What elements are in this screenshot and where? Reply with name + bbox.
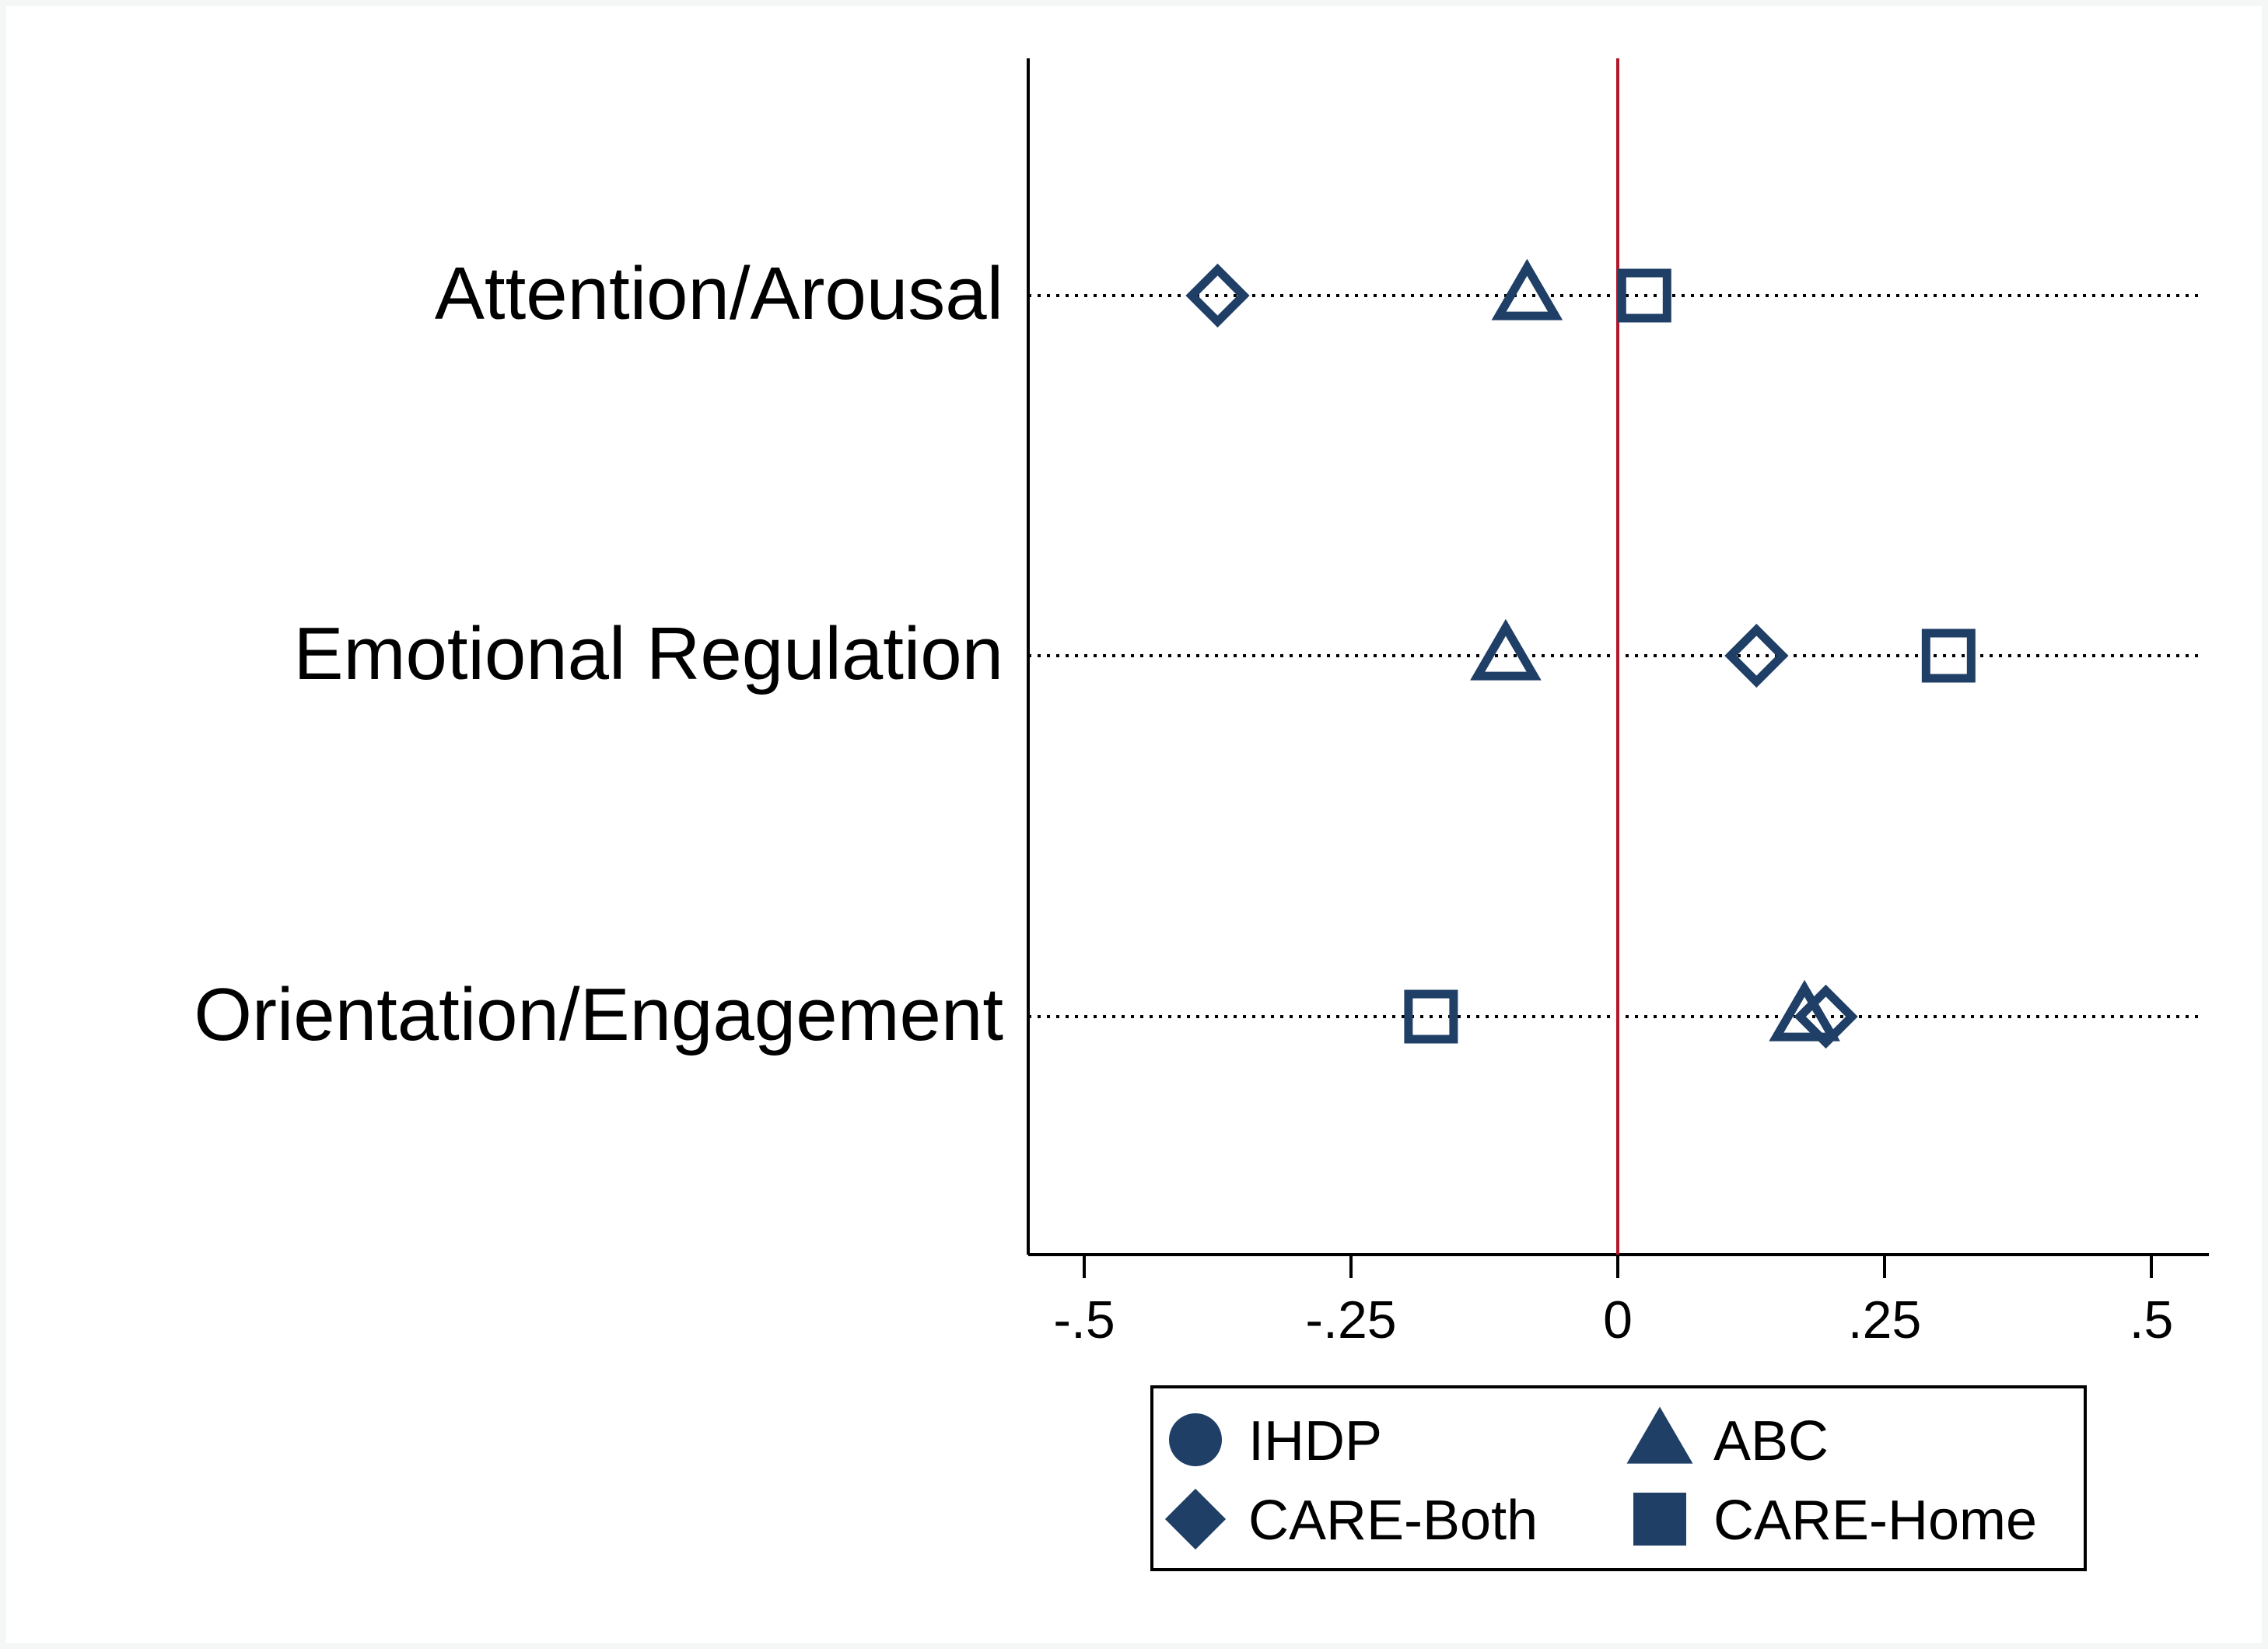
x-tick-labels: -.5 -.25 0 .25 .5 bbox=[1053, 1290, 2173, 1350]
marker-care-both-1 bbox=[1185, 263, 1250, 328]
legend-label-care-both: CARE-Both bbox=[1248, 1490, 1538, 1552]
marker-care-home-1 bbox=[1617, 268, 1671, 323]
x-tick-label: -.25 bbox=[1305, 1290, 1396, 1350]
marker-abc-2 bbox=[1470, 618, 1542, 681]
marker-care-home-3 bbox=[1404, 989, 1458, 1044]
legend-marker-abc bbox=[1626, 1406, 1693, 1464]
category-label: Attention/Arousal bbox=[435, 252, 1003, 335]
category-label: Emotional Regulation bbox=[293, 612, 1003, 695]
legend-marker-care-home bbox=[1633, 1493, 1686, 1546]
marker-abc-1 bbox=[1491, 258, 1563, 320]
data-markers bbox=[1185, 258, 1976, 1049]
plot-background bbox=[6, 6, 2262, 1643]
legend-marker-care-both bbox=[1164, 1488, 1227, 1550]
legend-label-abc: ABC bbox=[1713, 1410, 1829, 1472]
x-tick-label: -.5 bbox=[1053, 1290, 1115, 1350]
legend-label-ihdp: IHDP bbox=[1248, 1410, 1382, 1472]
legend-marker-ihdp bbox=[1169, 1413, 1222, 1466]
category-label: Orientation/Engagement bbox=[194, 973, 1003, 1056]
legend-label-care-home: CARE-Home bbox=[1713, 1490, 2037, 1552]
legend-box bbox=[1150, 1385, 2087, 1571]
x-tick-label: .25 bbox=[1848, 1290, 1922, 1350]
marker-care-both-3 bbox=[1794, 984, 1858, 1049]
marker-care-both-2 bbox=[1724, 623, 1789, 688]
legend: IHDP ABC CARE-Both CARE-Home bbox=[1150, 1385, 2087, 1571]
x-tick-label: .5 bbox=[2130, 1290, 2174, 1350]
marker-care-home-2 bbox=[1921, 628, 1976, 683]
marker-abc-3 bbox=[1769, 979, 1840, 1042]
x-tick-label: 0 bbox=[1603, 1290, 1633, 1350]
category-labels: Attention/Arousal Emotional Regulation Ori… bbox=[194, 252, 1003, 1056]
